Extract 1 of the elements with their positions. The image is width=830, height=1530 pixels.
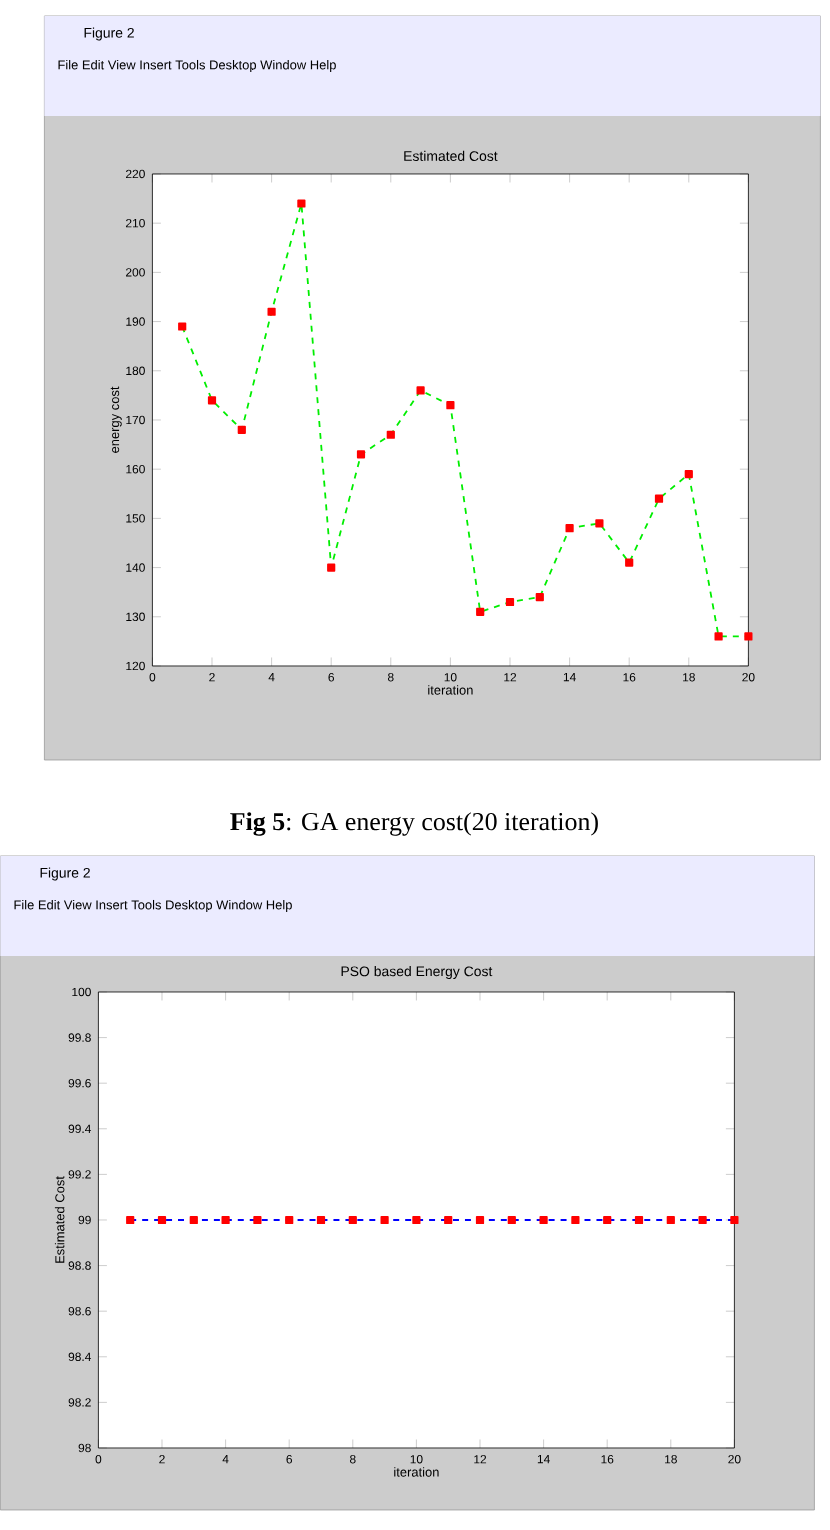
text: Fig 5: GA energy cost(20 iteration) (230, 812, 598, 836)
